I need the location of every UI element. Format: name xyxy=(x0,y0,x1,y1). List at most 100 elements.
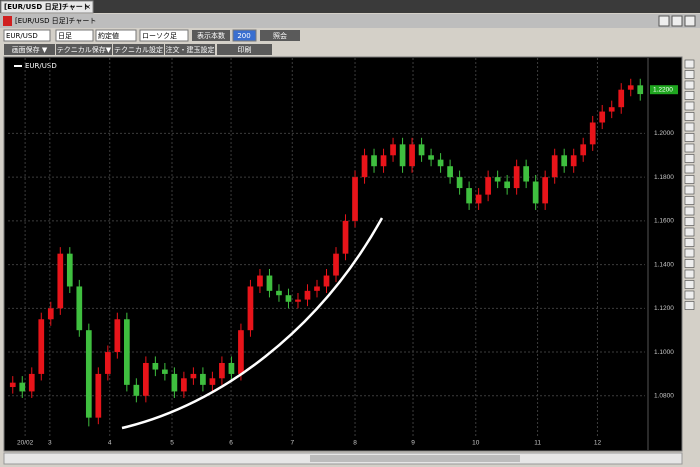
candle-body xyxy=(380,155,387,167)
tool-icon[interactable] xyxy=(684,280,695,289)
tool-icon[interactable] xyxy=(684,154,695,163)
candle-body xyxy=(504,181,510,189)
y-tick-label: 1.1200 xyxy=(654,305,674,312)
x-tick-label: 11 xyxy=(534,440,541,447)
candle-body xyxy=(475,194,482,204)
candle-body xyxy=(47,308,54,320)
toolbar-button[interactable] xyxy=(165,44,215,55)
drawing-tools xyxy=(684,59,695,310)
count-label: 表示本数 xyxy=(197,31,225,40)
symbol-select[interactable] xyxy=(3,29,51,42)
tool-icon[interactable] xyxy=(684,122,695,132)
tool-icon[interactable] xyxy=(684,217,695,226)
tool-icon[interactable] xyxy=(684,101,695,111)
toolbar-button-label: 画面保存 ▼ xyxy=(12,45,48,54)
tool-icon[interactable] xyxy=(684,59,695,69)
candle-body xyxy=(85,330,92,418)
tool-icon[interactable] xyxy=(684,175,695,184)
symbol-text: EUR/USD xyxy=(6,32,38,40)
candle-body xyxy=(152,362,159,370)
current-price-label: 1.2200 xyxy=(653,86,673,93)
period-select[interactable] xyxy=(55,29,94,42)
candle-body xyxy=(627,85,634,90)
price-select[interactable] xyxy=(95,29,137,42)
count-value: 200 xyxy=(237,32,250,40)
candle-body xyxy=(456,177,463,189)
y-tick-label: 1.1600 xyxy=(654,218,674,225)
candle-body xyxy=(532,181,539,204)
x-tick-label: 20/02 xyxy=(17,440,34,447)
tool-icon[interactable] xyxy=(684,269,695,279)
tool-icon[interactable] xyxy=(684,238,695,247)
tool-icon[interactable] xyxy=(684,112,695,121)
tool-icon[interactable] xyxy=(684,259,695,268)
candle-body xyxy=(589,122,596,145)
count-input[interactable] xyxy=(232,29,257,42)
candle-body xyxy=(104,352,111,374)
candle-body xyxy=(76,286,83,331)
candle-body xyxy=(304,290,311,300)
chart-area xyxy=(3,56,683,452)
tool-icon[interactable] xyxy=(684,290,695,300)
candle-body xyxy=(219,362,225,379)
x-tick-label: 3 xyxy=(48,440,52,447)
query-button[interactable] xyxy=(260,30,300,41)
y-tick-label: 1.1400 xyxy=(654,261,674,268)
candle-body xyxy=(285,295,292,302)
toolbar-button[interactable] xyxy=(113,44,164,55)
x-tick-label: 4 xyxy=(108,440,112,447)
title-bar xyxy=(0,14,700,28)
candle-body xyxy=(238,330,244,374)
chart-kind-select[interactable] xyxy=(139,29,189,42)
toolbar-button[interactable] xyxy=(217,44,272,55)
tool-icon[interactable] xyxy=(684,185,695,195)
candle-body xyxy=(114,319,121,353)
toolbar-button[interactable] xyxy=(4,44,55,55)
close-button[interactable] xyxy=(684,15,696,27)
candle-body xyxy=(143,362,149,396)
tool-icon[interactable] xyxy=(684,248,695,258)
tool-icon[interactable] xyxy=(684,91,695,100)
maximize-button[interactable] xyxy=(671,15,683,27)
candle-body xyxy=(209,378,216,385)
tool-icon[interactable] xyxy=(684,301,695,310)
candle-body xyxy=(618,89,625,108)
trend-curve xyxy=(121,217,384,430)
tab-close[interactable]: × xyxy=(85,3,91,11)
tool-icon[interactable] xyxy=(684,70,695,79)
tool-icon[interactable] xyxy=(684,143,695,153)
y-tick-label: 1.1000 xyxy=(654,349,674,356)
y-tick-label: 1.2000 xyxy=(654,130,674,137)
tab[interactable] xyxy=(0,0,94,14)
tool-icon[interactable] xyxy=(684,227,695,237)
tool-icon[interactable] xyxy=(684,164,695,174)
tool-icon[interactable] xyxy=(684,133,695,142)
minimize-button[interactable] xyxy=(658,15,670,27)
candle-body xyxy=(361,155,368,178)
period-text: 日足 xyxy=(58,32,72,40)
x-tick-label: 5 xyxy=(170,440,174,447)
candle-body xyxy=(323,275,330,287)
x-tick-label: 12 xyxy=(594,440,602,447)
candle-body xyxy=(9,382,16,388)
y-tick-label: 1.1800 xyxy=(654,174,674,181)
count-button[interactable] xyxy=(192,30,230,41)
tool-icon[interactable] xyxy=(684,196,695,205)
tool-icon[interactable] xyxy=(684,206,695,216)
chart-kind-text: ローソク足 xyxy=(142,32,177,40)
legend-label: EUR/USD xyxy=(25,62,57,70)
candle-body xyxy=(542,177,549,204)
tool-icon[interactable] xyxy=(684,80,695,90)
candle-body xyxy=(551,155,558,178)
candle-body xyxy=(247,286,254,331)
candle-body xyxy=(200,373,206,385)
candle-body xyxy=(580,144,587,156)
toolbar-button-label: 注文・建玉設定 xyxy=(166,45,215,54)
candle-body xyxy=(352,177,358,221)
candle-body xyxy=(133,384,140,396)
candle-body xyxy=(162,369,168,374)
candle-body xyxy=(437,159,444,167)
plot: 1.0800 1.1000 1.1200 1.1400 1.1600 1.1800 1.20… xyxy=(8,58,678,447)
toolbar-button[interactable] xyxy=(56,44,112,55)
scroll-thumb[interactable] xyxy=(310,455,520,462)
